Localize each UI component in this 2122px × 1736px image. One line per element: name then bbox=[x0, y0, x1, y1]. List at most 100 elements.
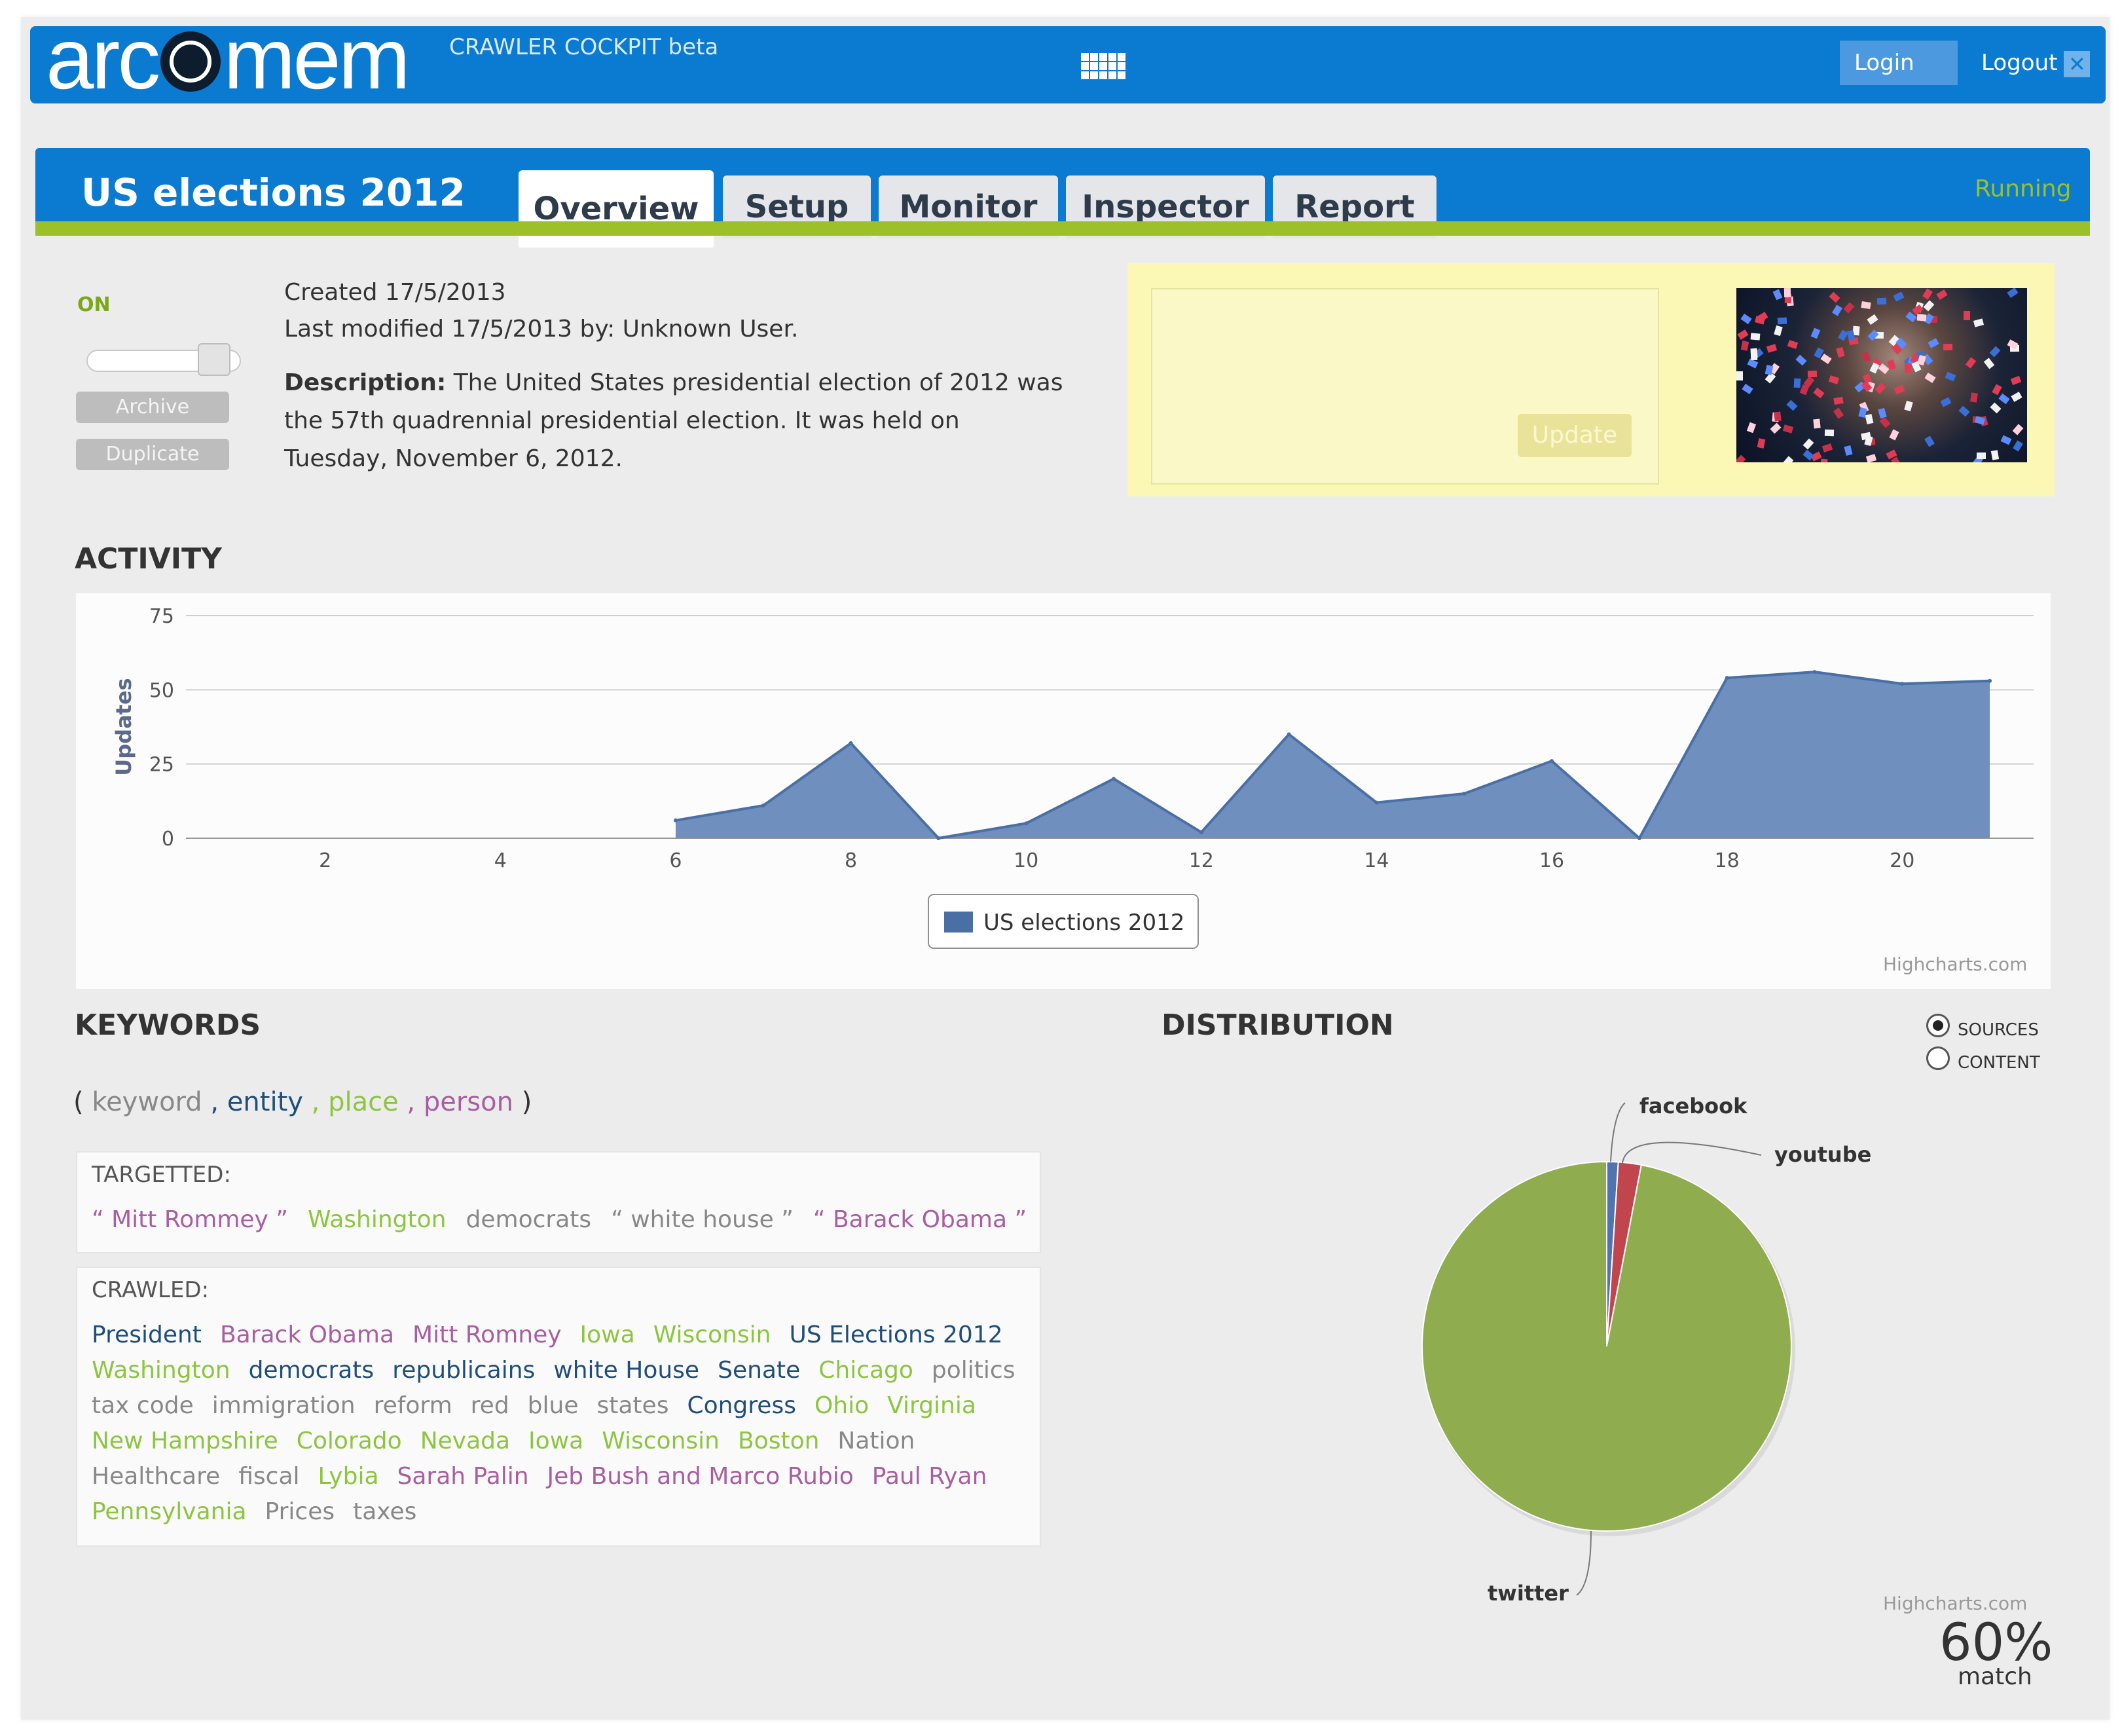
crawled-keyword[interactable]: Sarah Palin bbox=[397, 1463, 529, 1490]
data-point[interactable] bbox=[1374, 800, 1379, 805]
data-point[interactable] bbox=[1462, 792, 1467, 796]
targetted-keyword[interactable]: “ Barack Obama ” bbox=[813, 1206, 1027, 1233]
confetti-piece bbox=[1922, 288, 1933, 300]
x-tick-label: 2 bbox=[319, 849, 331, 872]
content-radio-label[interactable]: CONTENT bbox=[1958, 1053, 2040, 1073]
crawled-keyword[interactable]: US Elections 2012 bbox=[789, 1321, 1003, 1348]
archive-button[interactable]: Archive bbox=[76, 392, 229, 423]
data-point[interactable] bbox=[936, 836, 941, 840]
data-point[interactable] bbox=[1024, 821, 1029, 826]
confetti-piece bbox=[1865, 454, 1877, 462]
crawled-keyword[interactable]: President bbox=[92, 1321, 202, 1348]
data-point[interactable] bbox=[1900, 682, 1905, 686]
confetti-piece bbox=[1802, 438, 1814, 450]
crawled-keyword[interactable]: white House bbox=[553, 1357, 700, 1384]
crawled-keyword[interactable]: Paul Ryan bbox=[871, 1463, 987, 1490]
close-icon[interactable]: ✕ bbox=[2064, 50, 2091, 77]
data-point[interactable] bbox=[1112, 777, 1116, 781]
chart-legend[interactable]: US elections 2012 bbox=[928, 894, 1199, 949]
login-button[interactable]: Login bbox=[1840, 41, 1958, 85]
crawled-keyword[interactable]: Barack Obama bbox=[219, 1321, 395, 1348]
content-radio[interactable] bbox=[1926, 1046, 1950, 1070]
data-point[interactable] bbox=[1725, 676, 1729, 680]
confetti-piece bbox=[1832, 305, 1842, 316]
confetti-piece bbox=[1861, 351, 1871, 363]
crawled-keyword[interactable]: Ohio bbox=[814, 1392, 869, 1419]
x-tick-label: 18 bbox=[1715, 849, 1740, 872]
slider-handle[interactable] bbox=[198, 343, 230, 376]
tab-overview[interactable]: Overview bbox=[519, 170, 714, 248]
logout-button[interactable]: Logout ✕ bbox=[1981, 41, 2091, 85]
data-point[interactable] bbox=[1637, 836, 1641, 840]
crawled-keyword[interactable]: Jeb Bush and Marco Rubio bbox=[547, 1463, 854, 1490]
confetti-piece bbox=[1876, 297, 1887, 305]
crawled-keyword[interactable]: Congress bbox=[687, 1392, 796, 1419]
crawled-keyword[interactable]: democrats bbox=[248, 1357, 375, 1384]
targetted-keyword[interactable]: “ Mitt Rommey ” bbox=[92, 1206, 288, 1233]
data-point[interactable] bbox=[1988, 678, 1992, 683]
crawled-keyword[interactable]: reform bbox=[373, 1392, 452, 1419]
y-tick-label: 0 bbox=[162, 828, 174, 851]
crawled-keyword[interactable]: Boston bbox=[737, 1428, 820, 1454]
crawled-keyword[interactable]: Chicago bbox=[818, 1357, 913, 1384]
update-button[interactable]: Update bbox=[1518, 414, 1632, 457]
data-point[interactable] bbox=[1199, 830, 1203, 834]
confetti-piece bbox=[1964, 311, 1970, 320]
crawled-keyword[interactable]: Pennsylvania bbox=[92, 1498, 247, 1525]
crawled-keyword[interactable]: Mitt Romney bbox=[412, 1321, 562, 1348]
targetted-keyword[interactable]: Washington bbox=[307, 1206, 447, 1233]
series-area[interactable] bbox=[675, 672, 1990, 838]
crawled-keyword[interactable]: Lybia bbox=[318, 1463, 379, 1490]
data-point[interactable] bbox=[1812, 670, 1817, 674]
crawled-keyword[interactable]: tax code bbox=[92, 1392, 194, 1419]
crawled-keyword[interactable]: Colorado bbox=[296, 1428, 402, 1454]
crawled-keyword[interactable]: states bbox=[596, 1392, 669, 1419]
crawled-keyword[interactable]: Nation bbox=[837, 1428, 915, 1454]
confetti-piece bbox=[1875, 382, 1886, 394]
crawled-keyword[interactable]: Nevada bbox=[420, 1428, 511, 1454]
data-point[interactable] bbox=[673, 818, 678, 822]
sources-radio[interactable] bbox=[1926, 1014, 1950, 1037]
legend-keyword: keyword bbox=[92, 1087, 202, 1117]
crawled-keyword[interactable]: Wisconsin bbox=[602, 1428, 720, 1454]
targetted-keywords-box: TARGETTED: “ Mitt Rommey ” Washington demo… bbox=[76, 1151, 1041, 1253]
crawled-keyword[interactable]: immigration bbox=[211, 1392, 356, 1419]
crawled-keyword[interactable]: fiscal bbox=[238, 1463, 300, 1490]
crawled-keyword[interactable]: politics bbox=[931, 1357, 1015, 1384]
legend-box[interactable] bbox=[928, 894, 1199, 949]
targetted-keyword[interactable]: democrats bbox=[466, 1206, 592, 1233]
x-tick-label: 4 bbox=[494, 849, 507, 872]
crawled-keyword[interactable]: republicains bbox=[392, 1357, 536, 1384]
duplicate-button[interactable]: Duplicate bbox=[76, 439, 229, 470]
confetti-piece bbox=[2000, 435, 2012, 445]
crawled-keyword[interactable]: Iowa bbox=[528, 1428, 584, 1454]
data-point[interactable] bbox=[1550, 759, 1554, 764]
crawled-keyword[interactable]: Prices bbox=[265, 1498, 335, 1525]
activity-chart-credit[interactable]: Highcharts.com bbox=[1883, 953, 2028, 975]
crawled-keyword[interactable]: Washington bbox=[92, 1357, 230, 1384]
crawled-keyword[interactable]: Healthcare bbox=[92, 1463, 221, 1490]
confetti-piece bbox=[1838, 329, 1848, 341]
data-point[interactable] bbox=[849, 741, 853, 745]
confetti-piece bbox=[1740, 341, 1749, 351]
crawled-keyword[interactable]: Senate bbox=[718, 1357, 801, 1384]
sources-radio-label[interactable]: SOURCES bbox=[1958, 1020, 2039, 1040]
crawled-keyword[interactable]: New Hampshire bbox=[92, 1428, 278, 1454]
data-point[interactable] bbox=[761, 803, 765, 808]
pie-slice-twitter[interactable] bbox=[1421, 1160, 1793, 1532]
crawled-keyword[interactable]: red bbox=[470, 1392, 509, 1419]
confetti-piece bbox=[1833, 407, 1844, 419]
crawled-keyword[interactable]: Iowa bbox=[579, 1321, 635, 1348]
confetti-piece bbox=[1810, 327, 1821, 339]
data-point[interactable] bbox=[1287, 732, 1291, 737]
app-logo[interactable]: arcmemarcomem bbox=[46, 10, 411, 107]
crawled-keyword[interactable]: taxes bbox=[353, 1498, 417, 1525]
distribution-chart-credit[interactable]: Highcharts.com bbox=[1883, 1593, 2028, 1614]
confetti-piece bbox=[1904, 363, 1912, 373]
confetti-piece bbox=[1777, 317, 1787, 325]
grid-icon[interactable] bbox=[1080, 52, 1126, 80]
crawled-keyword[interactable]: blue bbox=[527, 1392, 579, 1419]
targetted-keyword[interactable]: “ white house ” bbox=[611, 1206, 794, 1233]
crawled-keyword[interactable]: Wisconsin bbox=[653, 1321, 771, 1348]
crawled-keyword[interactable]: Virginia bbox=[887, 1392, 976, 1419]
